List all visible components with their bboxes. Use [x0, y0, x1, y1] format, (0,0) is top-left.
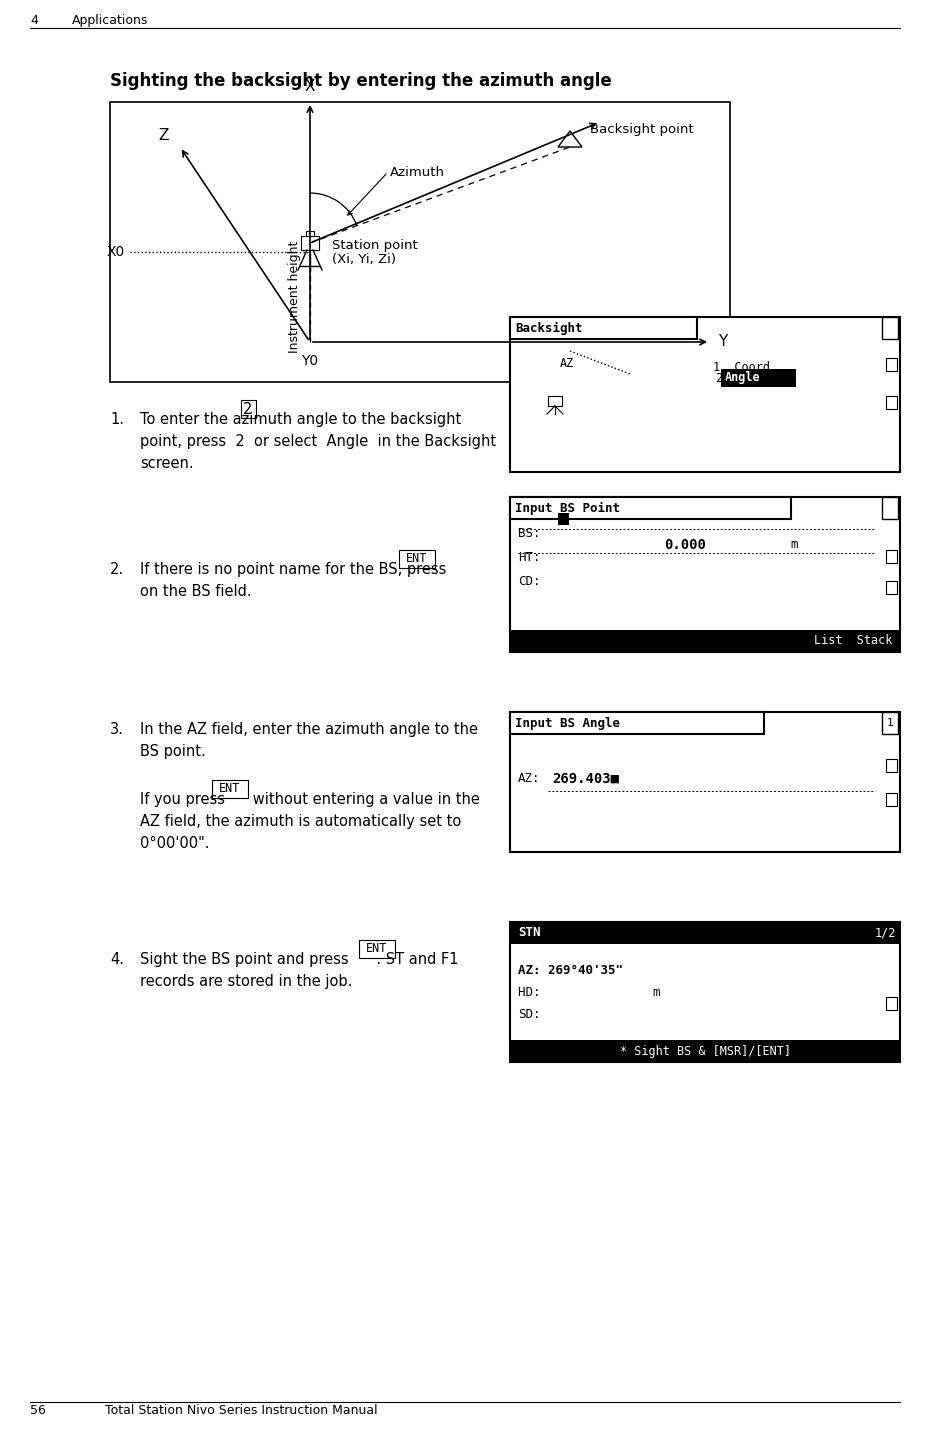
FancyBboxPatch shape	[212, 780, 248, 798]
Text: Backsight point: Backsight point	[590, 123, 694, 136]
Text: 0.000: 0.000	[665, 538, 707, 551]
Bar	[886, 759, 897, 772]
Text: SD:: SD:	[518, 1008, 540, 1021]
Text: Total Station Nivo Series Instruction Manual: Total Station Nivo Series Instruction Ma…	[105, 1403, 378, 1418]
Text: Azimuth: Azimuth	[390, 166, 445, 179]
Text: Backsight: Backsight	[515, 321, 582, 335]
Text: 2.: 2.	[110, 561, 124, 577]
Bar	[110, 102, 730, 382]
Text: Station point: Station point	[332, 239, 418, 252]
FancyBboxPatch shape	[241, 400, 256, 418]
Text: BS:: BS:	[518, 527, 540, 540]
Bar	[886, 397, 897, 410]
Text: 269.403■: 269.403■	[552, 772, 619, 786]
Bar	[510, 922, 900, 1063]
Bar	[510, 1040, 900, 1063]
Text: Applications: Applications	[72, 14, 149, 27]
Text: X: X	[305, 79, 315, 95]
Bar	[886, 581, 897, 594]
Text: HD:               m: HD: m	[518, 987, 660, 1000]
Text: If you press      without entering a value in the
AZ field, the azimuth is autom: If you press without entering a value in…	[140, 792, 480, 852]
Bar	[886, 358, 897, 371]
Bar	[886, 550, 897, 563]
Bar	[510, 712, 764, 735]
Text: * Sight BS & [MSR]/[ENT]: * Sight BS & [MSR]/[ENT]	[619, 1044, 790, 1057]
Text: Y0: Y0	[301, 354, 319, 368]
Text: Y: Y	[718, 335, 727, 349]
Text: If there is no point name for the BS, press      
on the BS field.: If there is no point name for the BS, pr…	[140, 561, 474, 599]
FancyBboxPatch shape	[359, 939, 395, 958]
Bar	[882, 316, 898, 339]
Text: Instrument height: Instrument height	[287, 241, 300, 354]
Bar	[510, 316, 698, 339]
Text: Z: Z	[159, 127, 169, 143]
Text: ENT: ENT	[406, 553, 428, 566]
Text: CD:: CD:	[518, 576, 540, 589]
Bar	[510, 316, 900, 473]
Text: List  Stack: List Stack	[814, 634, 892, 647]
Bar	[548, 397, 562, 407]
Text: m: m	[790, 538, 798, 551]
Text: ENT: ENT	[366, 942, 388, 955]
Text: 1. Coord.: 1. Coord.	[712, 361, 777, 374]
Text: AZ: 269°40'35": AZ: 269°40'35"	[518, 964, 623, 977]
Text: 2: 2	[244, 401, 253, 417]
Text: Angle: Angle	[724, 371, 761, 385]
Text: 1: 1	[886, 717, 894, 727]
Bar	[306, 231, 314, 236]
Text: AZ:: AZ:	[518, 772, 540, 786]
Text: In the AZ field, enter the azimuth angle to the
BS point.: In the AZ field, enter the azimuth angle…	[140, 722, 478, 759]
Text: Sighting the backsight by entering the azimuth angle: Sighting the backsight by entering the a…	[110, 72, 612, 90]
Bar	[301, 236, 319, 251]
FancyBboxPatch shape	[399, 550, 435, 569]
Text: AZ: AZ	[560, 357, 574, 369]
Text: 4: 4	[30, 14, 38, 27]
Bar	[886, 997, 897, 1010]
Bar	[558, 513, 569, 526]
Polygon shape	[558, 130, 582, 147]
Text: HT:: HT:	[518, 551, 540, 564]
Text: Input BS Point: Input BS Point	[515, 501, 620, 514]
Bar	[510, 712, 900, 852]
Text: 2.: 2.	[715, 371, 729, 385]
Text: 4.: 4.	[110, 952, 124, 967]
Bar	[882, 497, 898, 518]
Text: To enter the azimuth angle to the backsight
point, press  2  or select  Angle  i: To enter the azimuth angle to the backsi…	[140, 412, 496, 471]
Bar	[510, 922, 900, 944]
Text: 1.: 1.	[110, 412, 124, 427]
Bar	[886, 793, 897, 806]
Text: 1/2: 1/2	[875, 927, 897, 939]
Text: 56: 56	[30, 1403, 46, 1418]
Text: STN: STN	[518, 927, 540, 939]
Bar	[882, 712, 898, 735]
Bar	[510, 497, 900, 652]
Text: Input BS Angle: Input BS Angle	[515, 716, 620, 729]
Text: (Xi, Yi, Zi): (Xi, Yi, Zi)	[332, 253, 396, 266]
Text: Sight the BS point and press      . ST and F1
records are stored in the job.: Sight the BS point and press . ST and F1…	[140, 952, 458, 990]
Text: X0: X0	[107, 245, 125, 259]
Text: 3.: 3.	[110, 722, 124, 737]
Bar	[510, 497, 790, 518]
Bar	[721, 369, 796, 387]
Bar	[510, 630, 900, 652]
Text: ENT: ENT	[219, 782, 241, 796]
